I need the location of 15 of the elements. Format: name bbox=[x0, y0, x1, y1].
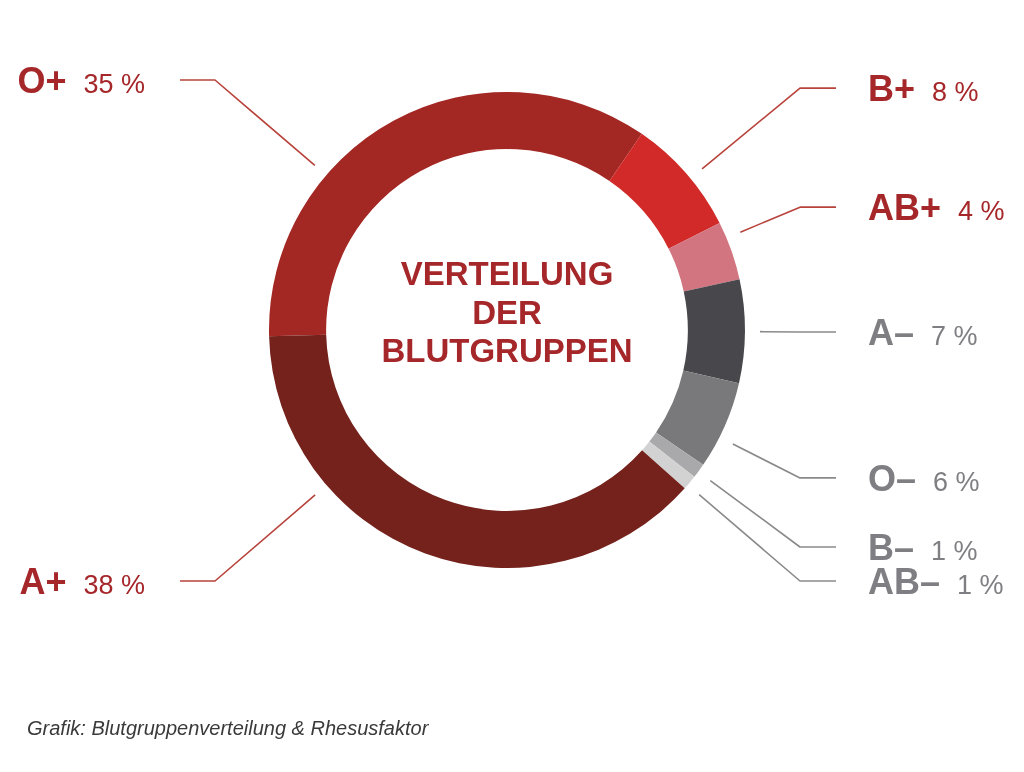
slice-label: O– bbox=[868, 457, 917, 499]
data-label: 6 % bbox=[933, 466, 980, 497]
text: Grafik: Blutgruppenverteilung & Rhesusfaktor bbox=[27, 717, 430, 739]
data-label: 38 % bbox=[83, 570, 146, 600]
slice-label: O+ bbox=[17, 60, 67, 101]
data-label: 7 % bbox=[931, 320, 978, 351]
slice-label: B+ bbox=[868, 68, 916, 110]
data-label: 1 % bbox=[957, 570, 1004, 600]
text: VERTEILUNG DER BLUTGRUPPEN bbox=[381, 255, 633, 369]
slice-label: AB+ bbox=[868, 187, 942, 229]
slice-label: A– bbox=[868, 311, 915, 353]
data-label: 4 % bbox=[958, 196, 1005, 227]
data-label: 8 % bbox=[932, 77, 979, 108]
data-label: 35 % bbox=[83, 69, 146, 99]
slice-label: A+ bbox=[19, 561, 67, 602]
